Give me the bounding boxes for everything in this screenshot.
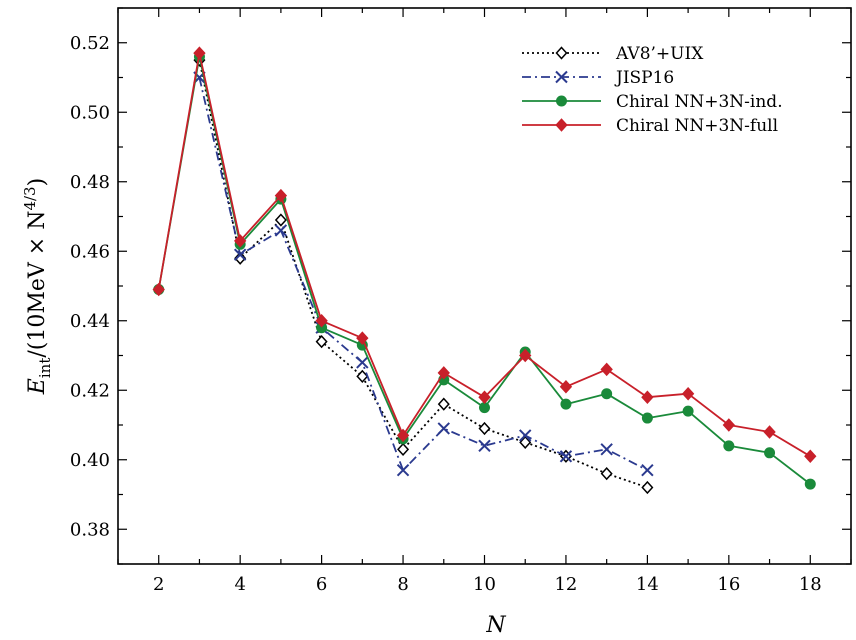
data-point [478,439,491,453]
data-point [233,248,247,261]
data-point [641,480,654,495]
x-tick-label: 14 [636,574,659,595]
data-point [555,70,568,84]
data-point [315,314,328,328]
data-point [681,386,695,401]
data-point [193,46,206,60]
data-point [233,234,247,248]
data-point [315,334,328,349]
x-tick-label: 4 [234,574,245,595]
data-point [519,348,532,363]
legend-label: AV8’+UIX [615,44,704,64]
data-point [764,447,776,459]
data-point [478,421,491,436]
data-point [641,463,654,477]
data-point [437,397,450,411]
data-point [274,213,287,227]
series-4 [152,46,817,464]
y-axis-title-end: ) [25,178,50,187]
y-tick-label: 0.48 [70,172,110,193]
data-point [555,46,568,60]
y-tick-label: 0.44 [70,311,110,332]
x-tick-label: 2 [153,574,164,595]
x-axis-title: N [485,613,506,638]
data-point [437,366,450,380]
series-2 [193,71,654,477]
series-layer [152,46,817,495]
data-point [600,443,613,456]
data-point [555,118,568,132]
y-tick-labels: 0.38 0.40 0.42 0.44 0.46 0.48 0.50 0.52 [70,33,110,541]
data-point [559,380,573,394]
data-point [437,422,450,435]
data-point [763,425,776,439]
data-point [356,356,369,369]
y-tick-label: 0.42 [70,380,110,401]
data-point [479,402,490,414]
data-point [804,449,817,464]
y-axis-title-sup: 4/3 [21,186,39,210]
x-tick-label: 6 [316,574,327,595]
legend-label: JISP16 [614,68,674,88]
y-tick-label: 0.52 [70,33,110,54]
data-point [234,251,247,265]
legend-label: Chiral NN+3N-ind. [616,92,783,112]
data-point [396,463,410,477]
legend: AV8’+UIX JISP16 Chiral NN+3N-ind. Chiral NN… [522,44,783,136]
data-point [600,362,613,377]
data-point [601,388,613,400]
y-axis-title: Eint/(10MeV × N4/3) [21,178,54,395]
x-tick-label: 10 [473,574,496,595]
data-point [397,442,410,456]
data-point [600,467,613,481]
data-point [804,478,816,490]
legend-item: JISP16 [522,68,674,88]
data-point [722,418,736,432]
data-point [559,450,573,463]
data-point [274,188,288,203]
series-1 [193,53,654,495]
data-point [478,390,491,404]
x-tick-label: 8 [397,574,408,595]
data-point [641,412,653,424]
data-point [274,224,288,237]
x-tick-label: 18 [799,574,822,595]
y-axis-title-base: E [25,378,50,395]
y-tick-label: 0.50 [70,102,110,123]
legend-item: Chiral NN+3N-ind. [522,92,783,112]
y-tick-label: 0.40 [70,450,110,471]
y-tick-label: 0.46 [70,241,110,262]
data-point [519,429,532,442]
y-axis-title-sub: int [36,358,54,379]
y-tick-label: 0.38 [70,519,110,540]
x-tick-label: 12 [554,574,577,595]
legend-label: Chiral NN+3N-full [616,116,778,136]
data-point [152,282,165,297]
legend-item: AV8’+UIX [522,44,704,64]
x-tick-labels: 2 4 6 8 10 12 14 16 18 [153,574,822,595]
y-axis-title-mid: /(10MeV × N [25,211,50,358]
series-line [198,77,648,472]
data-point [723,440,735,452]
legend-item: Chiral NN+3N-full [522,116,778,136]
data-point [396,428,410,443]
data-point [356,331,369,345]
data-point [641,390,654,404]
data-point [356,369,369,383]
data-point [519,435,532,449]
data-point [560,398,572,410]
x-tick-label: 16 [717,574,740,595]
data-point [682,405,694,417]
data-point [556,95,567,107]
plot-frame [117,7,852,565]
